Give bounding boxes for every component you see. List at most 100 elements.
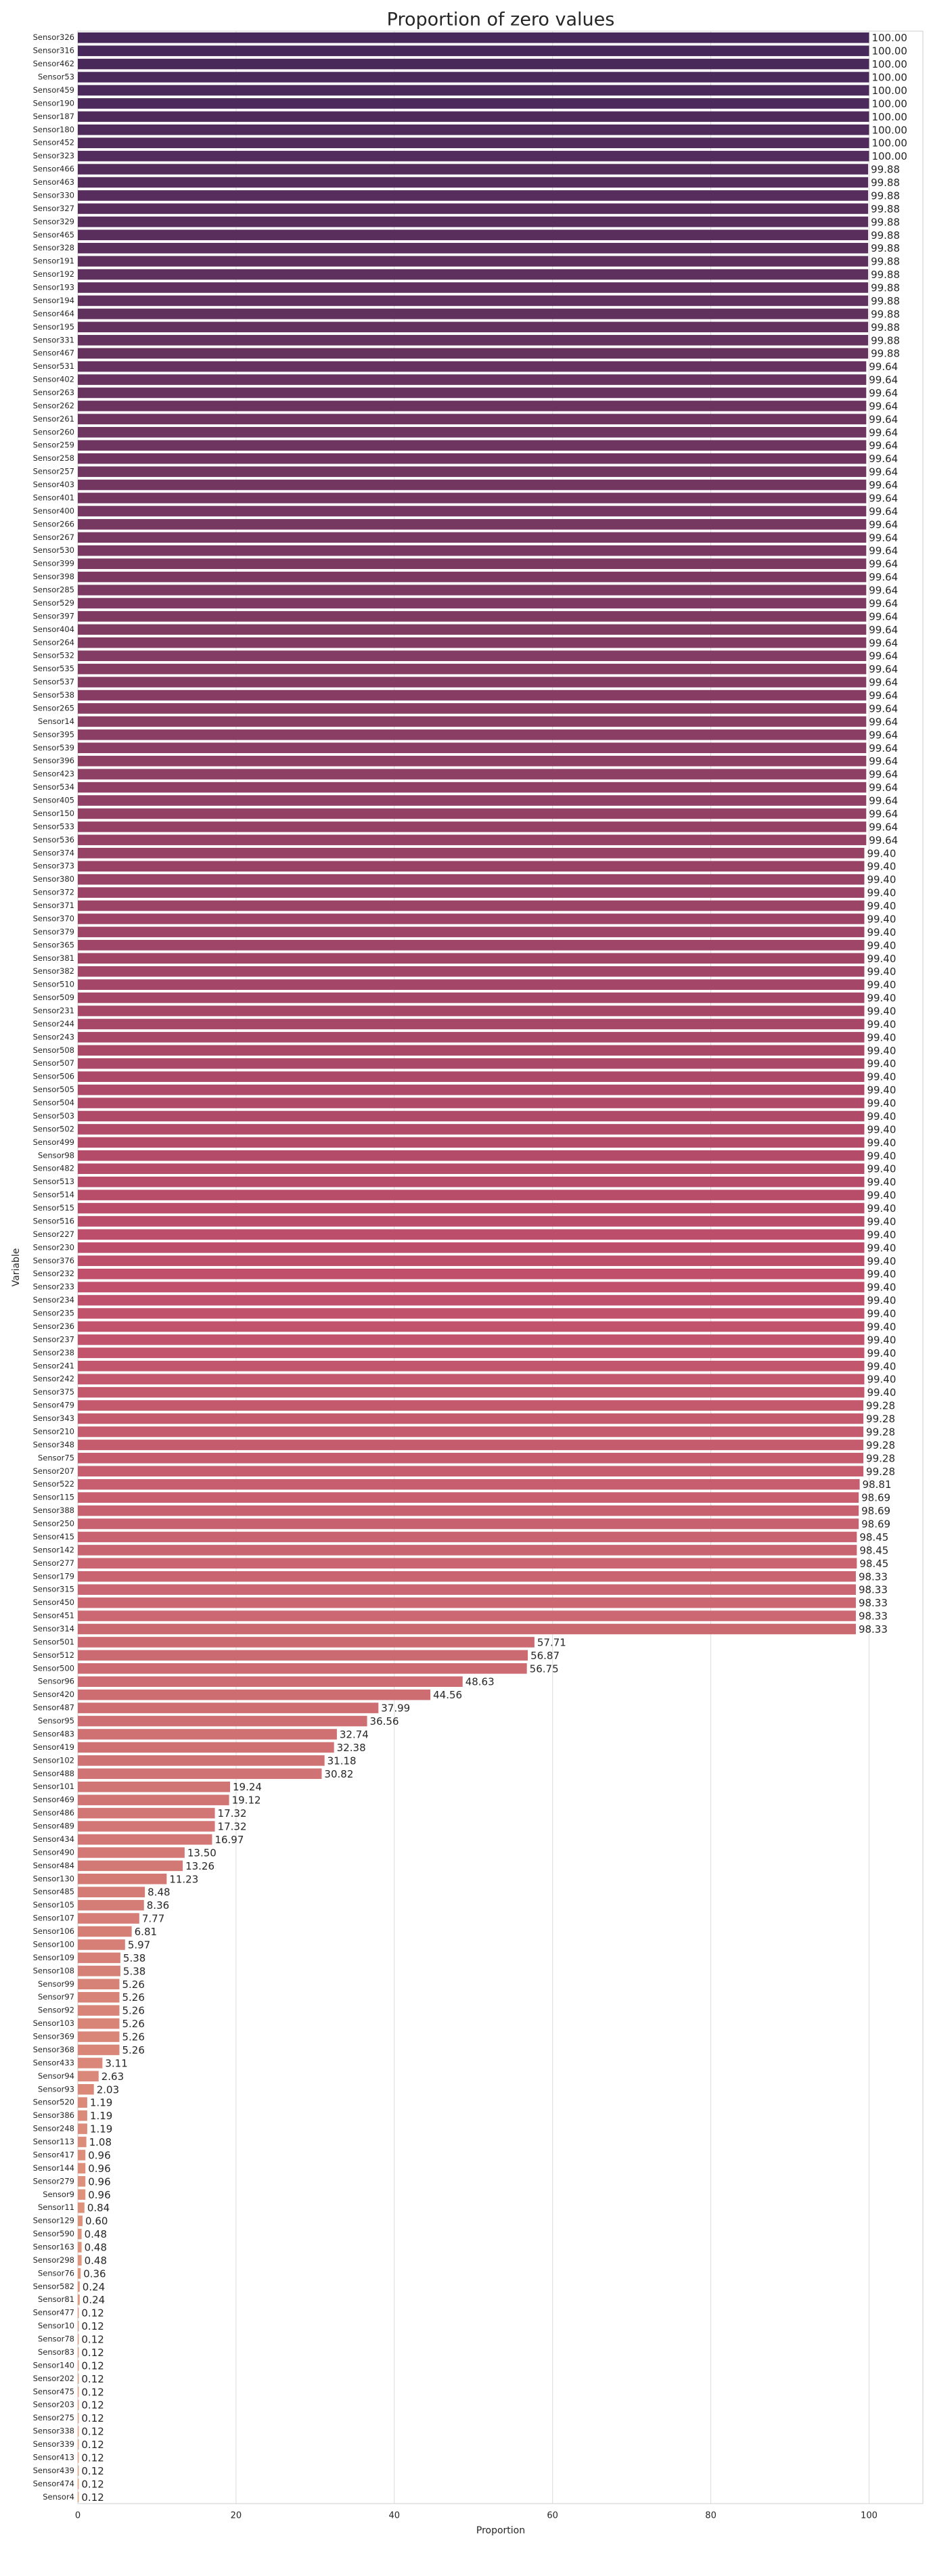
value-label: 31.18 xyxy=(327,1755,357,1767)
bar xyxy=(78,111,869,122)
bar xyxy=(78,309,869,319)
bar xyxy=(78,926,865,938)
bar xyxy=(78,1650,528,1661)
x-tick-label: 20 xyxy=(231,2511,242,2521)
y-tick-label: Sensor509 xyxy=(33,993,74,1002)
bar xyxy=(78,256,869,267)
y-tick-label: Sensor484 xyxy=(33,1861,74,1870)
y-tick-label: Sensor191 xyxy=(33,256,74,266)
value-label: 99.64 xyxy=(869,361,898,373)
value-label: 5.26 xyxy=(122,2018,145,2030)
value-label: 32.74 xyxy=(340,1728,369,1740)
value-label: 13.26 xyxy=(185,1860,214,1872)
bar xyxy=(78,1807,215,1819)
bar xyxy=(78,834,867,846)
y-tick-label: Sensor380 xyxy=(33,874,74,884)
value-label: 99.40 xyxy=(867,939,896,951)
bar xyxy=(78,1478,860,1490)
bar xyxy=(78,1045,865,1056)
value-label: 99.40 xyxy=(867,1137,896,1149)
value-label: 99.88 xyxy=(871,164,900,176)
bar xyxy=(78,45,869,56)
value-label: 0.12 xyxy=(81,2412,104,2424)
value-label: 13.50 xyxy=(187,1847,217,1859)
value-label: 99.40 xyxy=(867,1045,896,1057)
y-tick-label: Sensor404 xyxy=(33,625,74,634)
bar xyxy=(78,808,867,819)
value-label: 11.23 xyxy=(169,1873,198,1885)
y-tick-label: Sensor250 xyxy=(33,1519,74,1529)
bar xyxy=(78,2110,87,2121)
value-label: 99.28 xyxy=(866,1413,895,1425)
value-label: 5.26 xyxy=(122,1991,145,2004)
value-label: 99.64 xyxy=(869,400,898,412)
bar xyxy=(78,1781,231,1792)
value-label: 0.12 xyxy=(81,2439,104,2451)
y-tick-label: Sensor374 xyxy=(33,848,74,857)
y-tick-label: Sensor415 xyxy=(33,1532,74,1541)
bar xyxy=(78,1637,535,1648)
y-tick-label: Sensor202 xyxy=(33,2374,74,2383)
value-label: 99.88 xyxy=(871,334,900,346)
y-tick-label: Sensor339 xyxy=(33,2439,74,2449)
y-tick-label: Sensor462 xyxy=(33,59,74,68)
bar xyxy=(78,545,867,556)
value-label: 99.40 xyxy=(867,1098,896,1110)
bar xyxy=(78,1058,865,1069)
bar xyxy=(78,1492,859,1503)
value-label: 98.81 xyxy=(863,1478,892,1491)
y-tick-label: Sensor338 xyxy=(33,2426,74,2436)
value-label: 99.40 xyxy=(867,1294,896,1307)
y-tick-label: Sensor459 xyxy=(33,85,74,95)
value-label: 17.32 xyxy=(218,1807,247,1820)
value-label: 100.00 xyxy=(871,85,907,97)
y-tick-label: Sensor326 xyxy=(33,32,74,42)
bar xyxy=(78,742,867,754)
y-tick-label: Sensor108 xyxy=(33,1966,74,1975)
bar xyxy=(78,861,865,872)
bar xyxy=(78,795,867,806)
y-tick-label: Sensor230 xyxy=(33,1242,74,1252)
bar xyxy=(78,1124,865,1135)
bar xyxy=(78,2163,86,2174)
y-tick-label: Sensor485 xyxy=(33,1887,74,1897)
value-label: 0.12 xyxy=(81,2491,104,2504)
y-tick-label: Sensor536 xyxy=(33,835,74,844)
value-label: 99.64 xyxy=(869,545,898,557)
value-label: 99.40 xyxy=(867,926,896,939)
value-label: 99.64 xyxy=(869,597,898,610)
y-tick-label: Sensor142 xyxy=(33,1545,74,1554)
bar xyxy=(78,979,865,990)
value-label: 0.12 xyxy=(81,2307,104,2320)
y-tick-label: Sensor475 xyxy=(33,2387,74,2396)
bar xyxy=(78,716,867,727)
value-label: 0.96 xyxy=(88,2189,110,2201)
value-label: 1.19 xyxy=(90,2123,112,2136)
y-tick-label: Sensor263 xyxy=(33,388,74,397)
bar xyxy=(78,1742,334,1753)
y-tick-label: Sensor452 xyxy=(33,138,74,148)
bar xyxy=(78,479,867,491)
value-label: 99.40 xyxy=(867,1386,896,1399)
bar xyxy=(78,2083,94,2095)
bar xyxy=(78,900,865,911)
y-tick-label: Sensor400 xyxy=(33,506,74,516)
bar xyxy=(78,1466,864,1477)
y-tick-label: Sensor195 xyxy=(33,322,74,332)
bar xyxy=(78,2097,87,2108)
bar xyxy=(78,348,869,359)
bar xyxy=(78,321,869,333)
bar xyxy=(78,177,869,188)
bar xyxy=(78,2255,82,2266)
value-label: 99.40 xyxy=(867,1202,896,1215)
y-tick-label: Sensor266 xyxy=(33,519,74,528)
bar xyxy=(78,992,865,1003)
y-tick-label: Sensor163 xyxy=(33,2242,74,2251)
value-label: 100.00 xyxy=(871,150,907,162)
value-label: 99.40 xyxy=(867,1005,896,1017)
value-label: 99.28 xyxy=(866,1452,895,1464)
value-label: 99.40 xyxy=(867,847,896,859)
value-label: 99.88 xyxy=(871,229,900,242)
value-label: 99.40 xyxy=(867,1123,896,1135)
plot-frame xyxy=(77,30,924,2504)
